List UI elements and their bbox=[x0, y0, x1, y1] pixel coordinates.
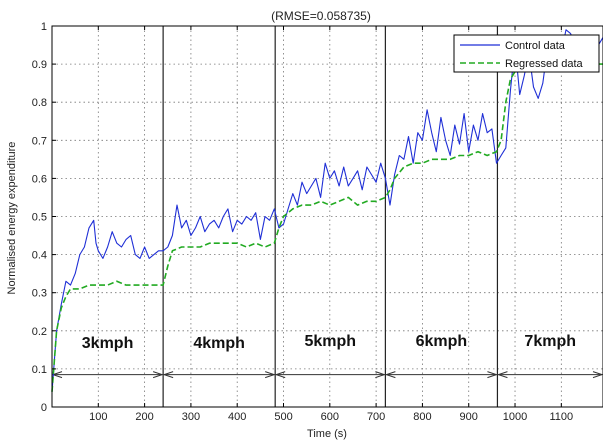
y-tick-label-7: 0.7 bbox=[32, 135, 47, 147]
series-line-control bbox=[51, 29, 603, 392]
phase-arrows bbox=[51, 371, 603, 379]
phase-arrow-head-right-0 bbox=[152, 371, 164, 379]
y-tick-label-0: 0 bbox=[41, 402, 47, 414]
phase-arrow-head-left-3 bbox=[384, 371, 396, 379]
y-tick-label-8: 0.8 bbox=[32, 97, 47, 109]
y-axis-label: Normalised energy expenditure bbox=[6, 142, 18, 295]
x-tick-label-6: 700 bbox=[367, 411, 385, 423]
x-tick-label-3: 400 bbox=[228, 411, 246, 423]
series-line-regressed bbox=[51, 63, 603, 392]
phase-arrow-head-left-1 bbox=[162, 371, 174, 379]
chart-title: (RMSE=0.058735) bbox=[271, 9, 371, 23]
grid bbox=[52, 26, 603, 407]
phase-arrow-head-right-1 bbox=[265, 371, 276, 379]
x-tick-label-1: 200 bbox=[135, 411, 153, 423]
phase-boundaries bbox=[162, 26, 499, 407]
phase-arrow-head-right-2 bbox=[375, 371, 386, 379]
legend-label-regressed: Regressed data bbox=[505, 58, 584, 70]
x-axis-ticks: 100 200 300 400 500 600 700 800 900 1000 1100 bbox=[89, 26, 573, 423]
legend: Control data Regressed data bbox=[453, 34, 600, 73]
legend-label-control: Control data bbox=[505, 40, 566, 52]
y-tick-label-1: 0.1 bbox=[32, 364, 47, 376]
x-tick-label-4: 500 bbox=[274, 411, 292, 423]
phase-labels: 3kmph 4kmph 5kmph 6kmph 7kmph bbox=[82, 333, 576, 352]
x-tick-label-5: 600 bbox=[321, 411, 339, 423]
y-axis-ticks: 0 0.1 0.2 0.3 0.4 0.5 0.6 0.7 0.8 0.9 1 bbox=[32, 21, 56, 414]
phase-arrow-head-left-4 bbox=[496, 371, 508, 379]
y-tick-label-10: 1 bbox=[41, 21, 47, 33]
y-tick-label-6: 0.6 bbox=[32, 173, 47, 185]
phase-arrow-head-left-2 bbox=[274, 371, 286, 379]
legend-box bbox=[453, 34, 600, 73]
x-tick-label-7: 800 bbox=[413, 411, 431, 423]
phase-label-3: 6kmph bbox=[416, 333, 468, 350]
phase-label-1: 4kmph bbox=[193, 335, 245, 352]
y-tick-label-5: 0.5 bbox=[32, 212, 47, 224]
x-tick-label-2: 300 bbox=[182, 411, 200, 423]
y-tick-label-3: 0.3 bbox=[32, 288, 47, 300]
y-tick-label-2: 0.2 bbox=[32, 326, 47, 338]
y-tick-label-9: 0.9 bbox=[32, 59, 47, 71]
x-axis-label: Time (s) bbox=[307, 428, 347, 440]
phase-arrow-head-right-4 bbox=[592, 371, 603, 379]
x-tick-label-9: 1000 bbox=[503, 411, 527, 423]
x-tick-label-8: 900 bbox=[460, 411, 478, 423]
series-group bbox=[51, 29, 603, 392]
x-tick-label-10: 1100 bbox=[549, 411, 573, 423]
phase-arrow-head-right-3 bbox=[487, 371, 499, 379]
phase-label-0: 3kmph bbox=[82, 335, 134, 352]
x-tick-label-0: 100 bbox=[89, 411, 107, 423]
phase-label-2: 5kmph bbox=[304, 333, 356, 350]
y-tick-label-4: 0.4 bbox=[32, 250, 47, 262]
phase-label-4: 7kmph bbox=[524, 333, 576, 350]
